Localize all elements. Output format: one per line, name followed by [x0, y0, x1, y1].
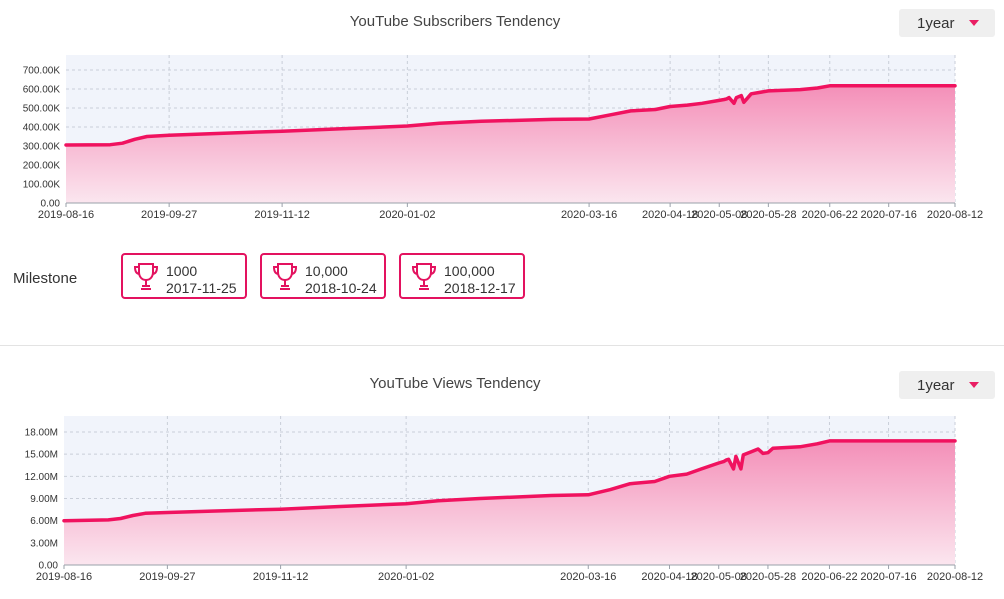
views-range-label: 1year — [917, 377, 955, 394]
x-tick-label: 2020-04-18 — [641, 571, 697, 583]
series-area — [64, 440, 955, 565]
x-tick-label: 2019-09-27 — [141, 209, 197, 221]
y-tick-label: 400.00K — [23, 123, 61, 134]
caret-down-icon — [969, 382, 979, 388]
x-tick-label: 2019-08-16 — [36, 571, 92, 583]
milestone-value: 100,000 — [444, 263, 495, 279]
milestone-value: 1000 — [166, 263, 198, 279]
milestone-card-10000: 10,000 2018-10-24 — [260, 253, 386, 299]
subscribers-range-label: 1year — [917, 15, 955, 32]
y-tick-label: 100.00K — [23, 180, 61, 191]
x-tick-label: 2019-08-16 — [38, 209, 94, 221]
trophy-icon — [272, 263, 298, 290]
y-tick-label: 0.00 — [39, 561, 59, 572]
y-tick-label: 9.00M — [30, 494, 58, 505]
x-tick-label: 2019-09-27 — [139, 571, 195, 583]
x-tick-label: 2020-05-08 — [691, 571, 747, 583]
views-section: YouTube Views Tendency 1year 0.00 3.00M 6.… — [0, 345, 1004, 599]
y-tick-label: 12.00M — [25, 472, 58, 483]
x-tick-label: 2019-11-12 — [253, 571, 308, 583]
milestone-card-1000: 1000 2017-11-25 — [121, 253, 247, 299]
views-area-chart: 0.00 3.00M 6.00M 9.00M 12.00M 15.00M 18.00M 201… — [25, 416, 983, 583]
x-tick-label: 2020-03-16 — [560, 571, 616, 583]
subscribers-chart-title: YouTube Subscribers Tendency — [349, 13, 561, 30]
subscribers-range-select[interactable]: 1year — [899, 9, 995, 37]
y-tick-label: 15.00M — [25, 450, 58, 461]
milestone-date: 2018-12-17 — [444, 280, 516, 296]
views-range-select[interactable]: 1year — [899, 371, 995, 399]
y-tick-label: 700.00K — [23, 66, 61, 77]
x-tick-label: 2020-05-08 — [691, 209, 747, 221]
y-tick-label: 600.00K — [23, 85, 61, 96]
milestone-date: 2017-11-25 — [166, 280, 237, 296]
y-tick-label: 18.00M — [25, 428, 58, 439]
milestone-label: Milestone — [13, 270, 78, 287]
series-area — [66, 85, 955, 203]
x-tick-label: 2020-03-16 — [561, 209, 617, 221]
x-tick-label: 2020-04-18 — [642, 209, 698, 221]
series-line — [62, 439, 957, 523]
x-tick-label: 2020-01-02 — [378, 571, 434, 583]
milestone-date: 2018-10-24 — [305, 280, 377, 296]
x-tick-label: 2020-07-16 — [860, 571, 916, 583]
x-tick-label: 2020-08-12 — [927, 209, 983, 221]
y-tick-label: 200.00K — [23, 161, 61, 172]
subscribers-area-chart: 0.00 100.00K 200.00K 300.00K 400.00K 500.00K 6… — [23, 55, 983, 221]
x-tick-label: 2020-07-16 — [861, 209, 917, 221]
series-line — [64, 84, 957, 147]
views-chart-title: YouTube Views Tendency — [369, 375, 541, 392]
x-tick-label: 2020-01-02 — [379, 209, 435, 221]
subscribers-section: YouTube Subscribers Tendency 1year 0.00 1… — [13, 9, 995, 299]
x-tick-label: 2019-11-12 — [254, 209, 309, 221]
milestone-card-100000: 100,000 2018-12-17 — [399, 253, 525, 299]
y-tick-label: 6.00M — [30, 516, 58, 527]
y-tick-label: 300.00K — [23, 142, 61, 153]
milestone-value: 10,000 — [305, 263, 348, 279]
trophy-icon — [133, 263, 159, 290]
x-tick-label: 2020-08-12 — [927, 571, 983, 583]
x-tick-label: 2020-05-28 — [740, 209, 796, 221]
y-tick-label: 3.00M — [30, 538, 58, 549]
y-tick-label: 500.00K — [23, 104, 61, 115]
x-tick-label: 2020-06-22 — [802, 209, 858, 221]
trophy-icon — [411, 263, 437, 290]
x-tick-label: 2020-05-28 — [740, 571, 796, 583]
x-tick-label: 2020-06-22 — [801, 571, 857, 583]
caret-down-icon — [969, 20, 979, 26]
y-tick-label: 0.00 — [41, 199, 61, 210]
